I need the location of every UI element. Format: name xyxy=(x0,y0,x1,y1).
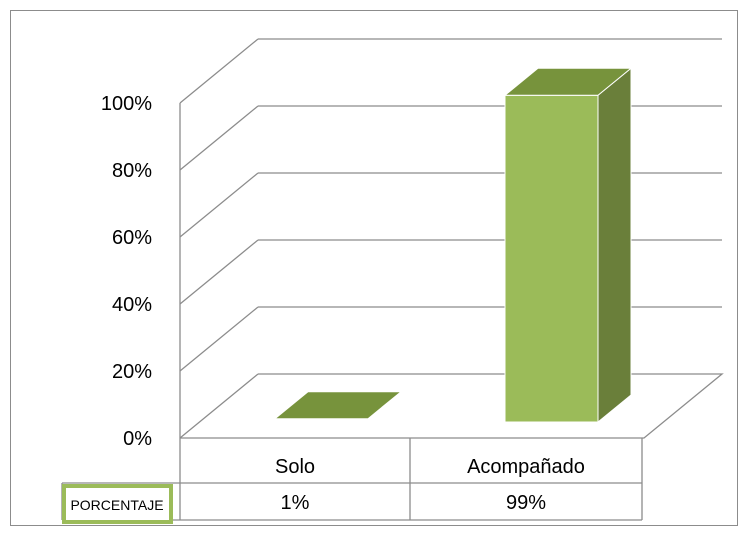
bar-top xyxy=(503,67,633,96)
x-category-label: Solo xyxy=(275,456,315,478)
gridlines xyxy=(179,38,724,439)
bars xyxy=(273,67,633,424)
y-tick-label: 60% xyxy=(112,227,152,249)
data-value-label: 1% xyxy=(281,492,310,514)
y-tick-label: 100% xyxy=(101,93,152,115)
y-axis-ticks: 0% 20% 40% 60% 80% 100% xyxy=(101,93,152,450)
gridline-side xyxy=(179,105,259,171)
gridline-side xyxy=(179,38,259,104)
y-tick-label: 20% xyxy=(112,361,152,383)
bar-top xyxy=(273,391,403,420)
y-tick-label: 40% xyxy=(112,294,152,316)
gridline-side xyxy=(179,172,259,238)
legend-key xyxy=(62,484,173,524)
y-tick-label: 0% xyxy=(123,428,152,450)
bar-front xyxy=(504,94,599,423)
bar-side xyxy=(597,67,632,424)
chart-floor xyxy=(180,373,724,439)
bar-acompañado[interactable] xyxy=(503,67,633,424)
data-value-label: 99% xyxy=(506,492,546,514)
legend-label: PORCENTAJE xyxy=(70,497,163,513)
bar-solo[interactable] xyxy=(273,391,403,420)
y-tick-label: 80% xyxy=(112,160,152,182)
gridline-side xyxy=(179,306,259,372)
gridline-side xyxy=(179,239,259,305)
gridline-side xyxy=(179,373,259,439)
data-table: Solo 1% Acompañado 99% PORCENTAJE xyxy=(61,438,643,524)
x-category-label: Acompañado xyxy=(467,456,585,478)
